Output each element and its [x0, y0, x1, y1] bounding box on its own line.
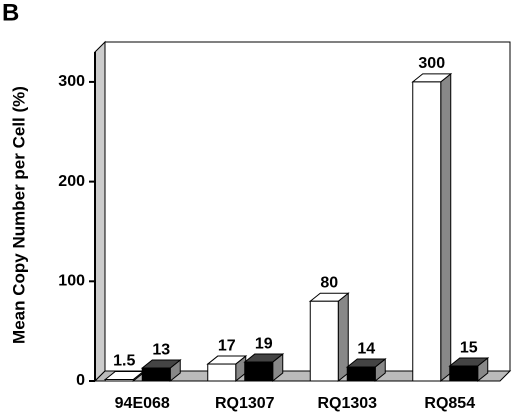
- bar: [244, 361, 274, 382]
- y-tick-label: 200: [58, 173, 85, 190]
- bar: [104, 379, 134, 382]
- value-label: 1.5: [113, 353, 135, 370]
- bar: [207, 363, 237, 382]
- value-label: 17: [218, 337, 236, 354]
- x-tick-label: 94E068: [115, 395, 170, 412]
- y-tick-label: 100: [58, 273, 85, 290]
- value-label: 13: [152, 341, 170, 358]
- bar-side: [440, 72, 452, 383]
- bar: [309, 300, 339, 382]
- bar: [141, 367, 171, 382]
- panel-label: B: [2, 0, 19, 26]
- value-label: 300: [418, 55, 445, 72]
- side-wall: [94, 40, 106, 383]
- y-tick-label: 0: [76, 372, 85, 389]
- value-label: 80: [320, 274, 338, 291]
- x-tick-label: RQ854: [424, 395, 475, 412]
- bar: [449, 365, 479, 382]
- x-tick-label: RQ1307: [215, 395, 275, 412]
- value-label: 15: [460, 339, 478, 356]
- value-label: 14: [357, 340, 375, 357]
- y-tick-label: 300: [58, 73, 85, 90]
- bar: [412, 81, 442, 382]
- x-tick-label: RQ1303: [317, 395, 377, 412]
- y-axis-title: Mean Copy Number per Cell (%): [9, 86, 28, 344]
- value-label: 19: [255, 335, 273, 352]
- bar: [346, 366, 376, 382]
